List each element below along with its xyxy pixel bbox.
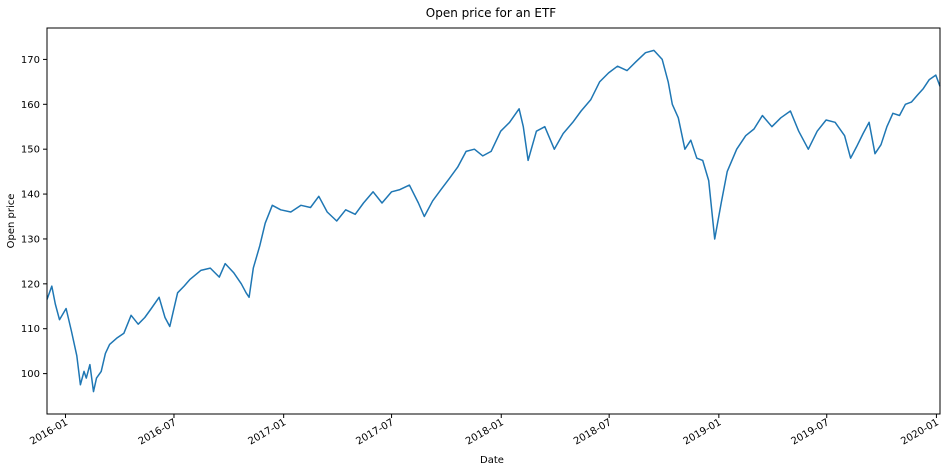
y-tick-label: 150 <box>21 145 40 156</box>
x-tick-label: 2017-01 <box>246 417 288 447</box>
y-tick-label: 120 <box>21 279 40 290</box>
y-axis: 100 110 120 130 140 150 160 170 <box>21 55 47 380</box>
y-tick-label: 160 <box>21 100 40 111</box>
y-tick-label: 170 <box>21 55 40 66</box>
x-tick-label: 2018-01 <box>464 417 506 447</box>
x-axis: 2016-01 2016-07 2017-01 2017-07 2018-01 2018-… <box>28 414 941 447</box>
x-tick-label: 2019-07 <box>790 417 832 447</box>
y-axis-title: Open price <box>6 194 17 249</box>
y-tick-label: 130 <box>21 234 40 245</box>
x-tick-label: 2019-01 <box>682 417 724 447</box>
x-tick-label: 2018-07 <box>572 417 614 447</box>
plot-area <box>46 49 941 393</box>
x-tick-label: 2017-07 <box>354 417 396 447</box>
x-tick-label: 2020-01 <box>899 417 941 447</box>
x-tick-label: 2016-01 <box>28 417 70 447</box>
y-tick-label: 100 <box>21 369 40 380</box>
y-tick-label: 110 <box>21 324 40 335</box>
x-tick-label: 2016-07 <box>137 417 179 447</box>
x-axis-title: Date <box>480 455 504 466</box>
chart-title: Open price for an ETF <box>426 6 557 20</box>
y-tick-label: 140 <box>21 190 40 201</box>
series-line <box>46 49 941 393</box>
plot-frame <box>46 27 941 415</box>
